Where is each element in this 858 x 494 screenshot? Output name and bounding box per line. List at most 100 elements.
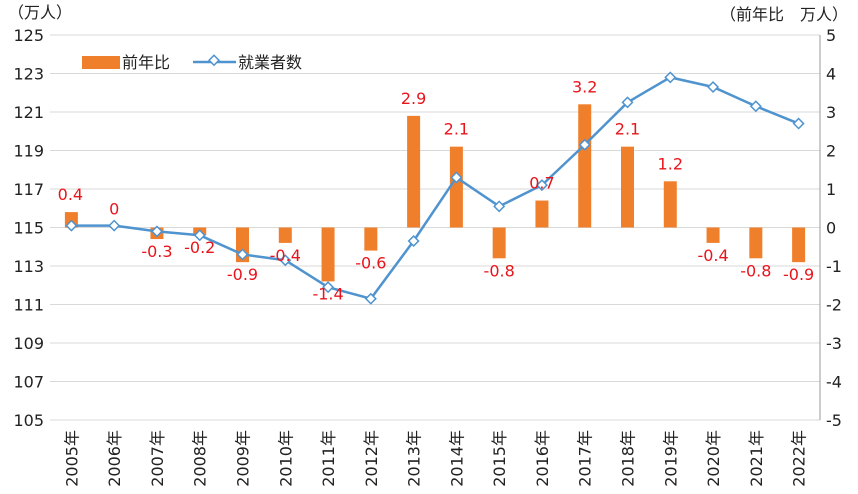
data-label: 2.9 bbox=[401, 89, 426, 108]
line-point bbox=[664, 71, 677, 84]
legend-swatch-yoy bbox=[82, 56, 120, 69]
left-tick-label: 117 bbox=[13, 180, 44, 199]
x-tick-label: 2007年 bbox=[148, 430, 167, 487]
x-tick-label: 2012年 bbox=[362, 430, 381, 487]
data-labels: 0.4 0 -0.3 -0.2 -0.9 -0.4 -1.4 -0.6 2.9 2.1 -0.8 0.… bbox=[58, 77, 815, 303]
left-tick-label: 123 bbox=[13, 65, 44, 84]
data-label: -0.3 bbox=[141, 242, 172, 261]
line-point bbox=[407, 234, 420, 247]
x-tick-label: 2008年 bbox=[191, 430, 210, 487]
x-tick-label: 2019年 bbox=[661, 430, 680, 487]
line-point bbox=[236, 248, 249, 261]
x-tick-label: 2020年 bbox=[704, 430, 723, 487]
legend-label-yoy: 前年比 bbox=[122, 53, 170, 72]
left-tick-label: 115 bbox=[13, 219, 44, 238]
x-tick-label: 2013年 bbox=[405, 430, 424, 487]
right-tick-label: 3 bbox=[826, 103, 836, 122]
x-tick-label: 2016年 bbox=[533, 430, 552, 487]
bar bbox=[706, 227, 720, 243]
data-label: 2.1 bbox=[444, 120, 469, 139]
bar bbox=[749, 227, 763, 259]
line-point bbox=[621, 96, 634, 109]
bar-series-yoy bbox=[64, 104, 806, 282]
left-axis: 105 107 109 111 113 115 117 119 121 123 125 bbox=[13, 26, 44, 430]
x-tick-label: 2011年 bbox=[319, 430, 338, 487]
x-tick-label: 2015年 bbox=[490, 430, 509, 487]
left-tick-label: 121 bbox=[13, 103, 44, 122]
right-tick-label: -4 bbox=[826, 373, 842, 392]
x-tick-label: 2022年 bbox=[790, 430, 809, 487]
left-tick-label: 107 bbox=[13, 373, 44, 392]
data-label: 2.1 bbox=[615, 120, 640, 139]
bar bbox=[321, 227, 335, 282]
right-tick-label: 5 bbox=[826, 26, 836, 45]
x-tick-label: 2017年 bbox=[576, 430, 595, 487]
data-label: -0.8 bbox=[484, 261, 515, 280]
grid-lines bbox=[50, 34, 821, 421]
right-tick-label: -1 bbox=[826, 257, 842, 276]
right-tick-label: 4 bbox=[826, 65, 836, 84]
line-point bbox=[450, 171, 463, 184]
data-label: -0.9 bbox=[227, 265, 258, 284]
x-tick-label: 2006年 bbox=[105, 430, 124, 487]
right-tick-label: -2 bbox=[826, 296, 842, 315]
bar bbox=[792, 227, 806, 263]
data-label: -0.2 bbox=[184, 238, 215, 257]
right-axis: -5 -4 -3 -2 -1 0 1 2 3 4 5 bbox=[826, 26, 842, 430]
x-tick-label: 2009年 bbox=[234, 430, 253, 487]
x-tick-label: 2005年 bbox=[62, 430, 81, 487]
bar bbox=[663, 181, 677, 228]
data-label: 3.2 bbox=[572, 77, 597, 96]
series-line bbox=[71, 76, 800, 301]
left-axis-unit: （万人） bbox=[8, 3, 72, 22]
bar bbox=[449, 146, 463, 228]
data-label: -0.8 bbox=[740, 261, 771, 280]
data-label: -0.4 bbox=[270, 246, 301, 265]
left-tick-label: 111 bbox=[13, 296, 44, 315]
line-series-employed bbox=[65, 71, 805, 305]
x-tick-label: 2018年 bbox=[619, 430, 638, 487]
data-label: 0.4 bbox=[58, 185, 83, 204]
x-tick-label: 2010年 bbox=[276, 430, 295, 487]
x-tick-label: 2021年 bbox=[747, 430, 766, 487]
line-point bbox=[150, 225, 163, 238]
line-point bbox=[792, 117, 805, 130]
right-axis-unit: （前年比 万人） bbox=[720, 5, 848, 24]
data-label: -0.4 bbox=[697, 246, 728, 265]
line-point bbox=[108, 219, 121, 232]
right-tick-label: 0 bbox=[826, 219, 836, 238]
right-tick-label: -3 bbox=[826, 334, 842, 353]
bar bbox=[278, 227, 292, 243]
line-point bbox=[279, 254, 292, 267]
bar bbox=[407, 115, 421, 228]
bar bbox=[492, 227, 506, 259]
legend-marker-employed bbox=[207, 54, 221, 67]
left-tick-label: 113 bbox=[13, 257, 44, 276]
line-point bbox=[322, 281, 335, 294]
line-point bbox=[493, 200, 506, 213]
data-label: 1.2 bbox=[658, 154, 683, 173]
data-label: 0.7 bbox=[529, 174, 554, 193]
x-axis: 2005年 2006年 2007年 2008年 2009年 2010年 2011年 2012年… bbox=[62, 430, 808, 487]
line-point bbox=[193, 229, 206, 242]
data-label: 0 bbox=[109, 200, 119, 219]
line-point bbox=[364, 292, 377, 305]
left-tick-label: 109 bbox=[13, 334, 44, 353]
x-tick-label: 2014年 bbox=[447, 430, 466, 487]
line-point bbox=[65, 219, 78, 232]
data-label: -0.9 bbox=[783, 265, 814, 284]
legend: 前年比 就業者数 bbox=[82, 53, 302, 72]
left-tick-label: 125 bbox=[13, 26, 44, 45]
line-point bbox=[749, 100, 762, 113]
data-label: -0.6 bbox=[355, 254, 386, 273]
bar bbox=[578, 104, 592, 228]
bar bbox=[364, 227, 378, 251]
line-point bbox=[578, 138, 591, 151]
left-tick-label: 119 bbox=[13, 142, 44, 161]
right-tick-label: -5 bbox=[826, 411, 842, 430]
legend-label-employed: 就業者数 bbox=[238, 53, 302, 72]
line-point bbox=[707, 80, 720, 93]
bar bbox=[535, 200, 549, 228]
right-tick-label: 1 bbox=[826, 180, 836, 199]
